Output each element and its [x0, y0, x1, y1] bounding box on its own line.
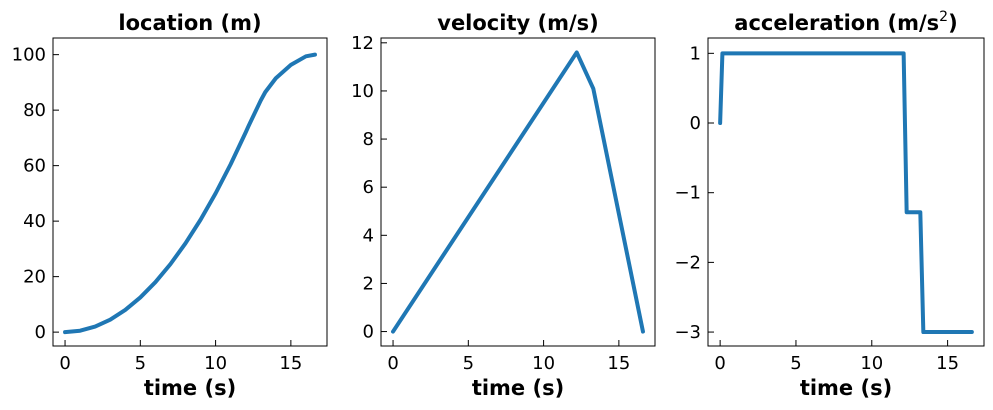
- x-tick-label: 0: [714, 353, 725, 374]
- panel-title-text: acceleration (m/s: [734, 11, 939, 35]
- x-ticks: 0 5 10 15: [387, 340, 630, 374]
- x-ticks: 0 5 10 15: [714, 340, 959, 374]
- y-ticks: 0 20 40 60 80 100: [12, 45, 59, 343]
- y-tick-label: 0: [690, 113, 701, 134]
- plot-frame: [707, 37, 985, 347]
- panel-title: velocity (m/s): [437, 11, 599, 35]
- series-line: [63, 52, 317, 335]
- y-tick-label: 4: [363, 225, 374, 246]
- y-ticks: 0 2 4 6 8 10 12: [351, 33, 387, 343]
- y-tick-label: 2: [363, 273, 374, 294]
- y-tick-label: 10: [351, 81, 374, 102]
- y-tick-label: 20: [23, 267, 46, 288]
- series-line: [391, 50, 645, 334]
- y-tick-label: 100: [12, 45, 46, 66]
- panel-title: location (m): [118, 11, 261, 35]
- y-tick-label: 12: [351, 33, 374, 54]
- x-tick-label: 15: [607, 353, 630, 374]
- y-tick-label: −1: [674, 183, 701, 204]
- series-line: [718, 51, 974, 335]
- x-axis-label: time (s): [800, 376, 892, 400]
- y-tick-label: 0: [363, 322, 374, 343]
- y-tick-label: 60: [23, 156, 46, 177]
- x-tick-label: 5: [463, 353, 474, 374]
- plot-frame: [380, 37, 656, 347]
- y-tick-label: −3: [674, 322, 701, 343]
- x-tick-label: 5: [790, 353, 801, 374]
- x-axis-label: time (s): [144, 376, 236, 400]
- x-tick-label: 5: [135, 353, 146, 374]
- y-tick-label: 8: [363, 129, 374, 150]
- x-tick-label: 15: [279, 353, 302, 374]
- panel-location: location (m) 0 5 10 15 0 20 40 60 80 100 time (s…: [12, 11, 328, 400]
- x-tick-label: 10: [532, 353, 555, 374]
- y-tick-label: 1: [690, 43, 701, 64]
- y-tick-label: 0: [35, 322, 46, 343]
- panel-title-suffix: ): [948, 11, 958, 35]
- y-ticks: 1 0 −1 −2 −3: [674, 43, 714, 343]
- panel-title-superscript: 2: [939, 9, 948, 25]
- x-tick-label: 0: [387, 353, 398, 374]
- x-tick-label: 10: [204, 353, 227, 374]
- y-tick-label: −2: [674, 252, 701, 273]
- panel-acceleration: acceleration (m/s2) 0 5 10 15 10−1−2−3 time…: [674, 9, 985, 400]
- panel-title: acceleration (m/s2): [734, 9, 957, 35]
- panel-velocity: velocity (m/s) 0 5 10 15 0 2 4 6 8 10 12 time (s): [351, 11, 656, 400]
- plot-frame: [52, 37, 328, 347]
- x-axis-label: time (s): [472, 376, 564, 400]
- x-tick-label: 15: [936, 353, 959, 374]
- x-tick-label: 0: [59, 353, 70, 374]
- y-tick-label: 6: [363, 177, 374, 198]
- x-tick-label: 10: [860, 353, 883, 374]
- x-ticks: 0 5 10 15: [59, 340, 302, 374]
- y-tick-label: 80: [23, 100, 46, 121]
- y-tick-label: 40: [23, 211, 46, 232]
